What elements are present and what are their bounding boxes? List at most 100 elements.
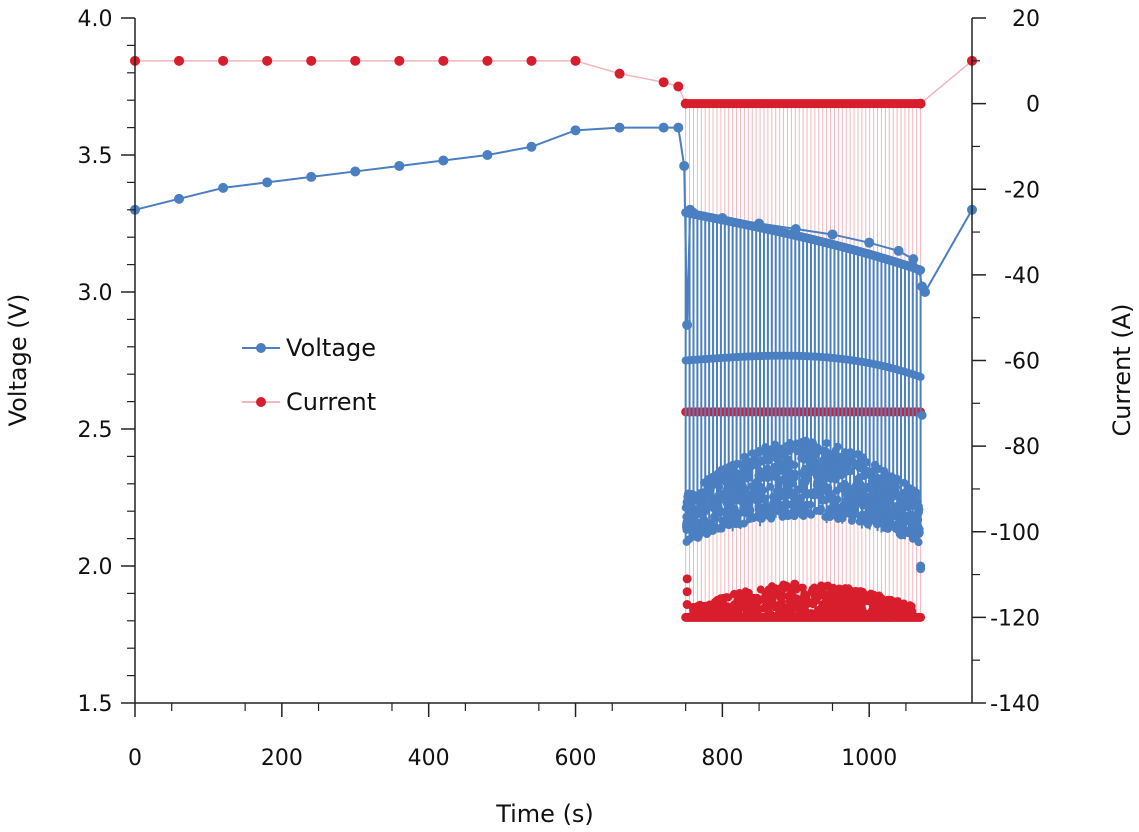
current-pulse-point bbox=[881, 610, 890, 619]
current-pulse-point bbox=[787, 588, 796, 597]
voltage-pulse-point bbox=[844, 466, 853, 475]
voltage-pulse-point bbox=[865, 492, 874, 501]
current-pulse-point bbox=[830, 604, 839, 613]
voltage-pulse-point bbox=[762, 471, 771, 480]
left-tick-label: 2.0 bbox=[78, 555, 113, 580]
current-pulse-point bbox=[696, 607, 705, 616]
current-pulse-point bbox=[810, 592, 819, 601]
voltage-pulse-point bbox=[698, 510, 707, 519]
current-point bbox=[306, 55, 317, 66]
voltage-pulse-point bbox=[901, 517, 910, 526]
current-pulse-point bbox=[767, 582, 776, 591]
voltage-point bbox=[482, 150, 493, 160]
voltage-pulse-point bbox=[754, 502, 763, 511]
voltage-pulse-point bbox=[864, 507, 873, 516]
current-pulse-point bbox=[820, 592, 829, 601]
voltage-pulse-point bbox=[901, 489, 910, 498]
current-pulse-point bbox=[836, 588, 845, 597]
voltage-pulse-point bbox=[713, 498, 722, 507]
voltage-pulse-point bbox=[831, 472, 840, 481]
current-pulse-point bbox=[682, 600, 692, 610]
voltage-pulse-point bbox=[862, 458, 871, 467]
voltage-pulse-point bbox=[876, 490, 885, 499]
voltage-pulse-point bbox=[881, 481, 890, 490]
voltage-point bbox=[682, 319, 693, 330]
voltage-pulse-point bbox=[688, 529, 697, 538]
voltage-pulse-point bbox=[884, 524, 893, 533]
voltage-pulse-point bbox=[696, 498, 705, 507]
voltage-pulse-point bbox=[682, 537, 691, 546]
voltage-pulse-point bbox=[782, 498, 791, 507]
voltage-point bbox=[827, 229, 838, 240]
voltage-pulse-point bbox=[855, 473, 864, 482]
voltage-pulse-point bbox=[782, 491, 791, 500]
current-pulse-point bbox=[874, 599, 883, 608]
current-pulse-point bbox=[800, 612, 809, 621]
voltage-pulse-point bbox=[736, 487, 745, 496]
voltage-pulse-point bbox=[887, 482, 896, 491]
voltage-pulse-point bbox=[851, 510, 860, 519]
current-pulse-point bbox=[897, 602, 906, 611]
left-tick-label: 1.5 bbox=[78, 692, 113, 717]
voltage-pulse-point bbox=[852, 450, 861, 459]
voltage-pulse-point bbox=[719, 466, 728, 475]
voltage-pulse-point bbox=[899, 524, 908, 533]
voltage-pulse-point bbox=[822, 439, 831, 448]
current-pulse-point bbox=[748, 609, 757, 618]
current-pulse-point bbox=[753, 593, 762, 602]
x-tick-label: 600 bbox=[555, 746, 597, 771]
x-tick-label: 800 bbox=[701, 746, 743, 771]
current-pulse-point bbox=[797, 583, 806, 592]
voltage-pulse-point bbox=[891, 475, 900, 484]
legend-item-voltage[interactable]: Voltage bbox=[242, 334, 376, 362]
current-point bbox=[673, 81, 684, 92]
voltage-pulse-point bbox=[724, 501, 733, 510]
voltage-pulse-point bbox=[836, 461, 845, 470]
current-pulse-point bbox=[748, 599, 757, 608]
right-y-axis-title: Current (A) bbox=[1108, 304, 1136, 437]
voltage-pulse-point bbox=[809, 441, 818, 450]
voltage-pulse-point bbox=[917, 410, 927, 420]
right-tick-label: 0 bbox=[1026, 93, 1040, 118]
left-y-axis-title: Voltage (V) bbox=[4, 294, 32, 427]
voltage-point bbox=[673, 122, 684, 133]
current-pulse-point bbox=[791, 613, 800, 622]
voltage-pulse-point bbox=[706, 485, 715, 494]
current-pulse-point bbox=[880, 599, 889, 608]
voltage-point bbox=[920, 287, 931, 297]
current-pulse-point bbox=[852, 610, 861, 619]
voltage-pulse-point bbox=[914, 538, 923, 547]
voltage-pulse-point bbox=[745, 514, 754, 523]
current-pulse-point bbox=[723, 602, 732, 611]
current-pulse-point bbox=[777, 607, 786, 616]
current-point bbox=[482, 55, 493, 66]
right-tick-label: -100 bbox=[990, 521, 1040, 546]
current-pulse-point bbox=[889, 598, 898, 607]
voltage-pulse-point bbox=[793, 485, 802, 494]
voltage-pulse-point bbox=[844, 483, 853, 492]
voltage-point bbox=[908, 254, 919, 265]
voltage-pulse-point bbox=[855, 464, 864, 473]
current-pulse-point bbox=[756, 612, 765, 621]
voltage-pulse-point bbox=[817, 496, 826, 505]
current-pulse-point bbox=[719, 595, 728, 604]
current-pulse-point bbox=[775, 593, 784, 602]
legend-item-current[interactable]: Current bbox=[242, 388, 376, 416]
current-pulse-point bbox=[807, 609, 816, 618]
voltage-point bbox=[218, 182, 229, 193]
voltage-pulse-point bbox=[880, 469, 889, 478]
voltage-pulse-point bbox=[841, 448, 850, 457]
current-pulse-point bbox=[682, 574, 692, 584]
current-point bbox=[350, 55, 361, 66]
current-point bbox=[526, 55, 537, 66]
voltage-pulse-point bbox=[790, 461, 799, 470]
current-pulse-point bbox=[830, 590, 839, 599]
voltage-pulse-point bbox=[775, 492, 784, 501]
voltage-pulse-point bbox=[804, 489, 813, 498]
right-tick-label: -20 bbox=[1004, 178, 1040, 203]
voltage-pulse-point bbox=[709, 512, 718, 521]
voltage-pulse-point bbox=[816, 504, 825, 513]
voltage-pulse-point bbox=[782, 509, 791, 518]
voltage-pulse-point bbox=[715, 524, 724, 533]
